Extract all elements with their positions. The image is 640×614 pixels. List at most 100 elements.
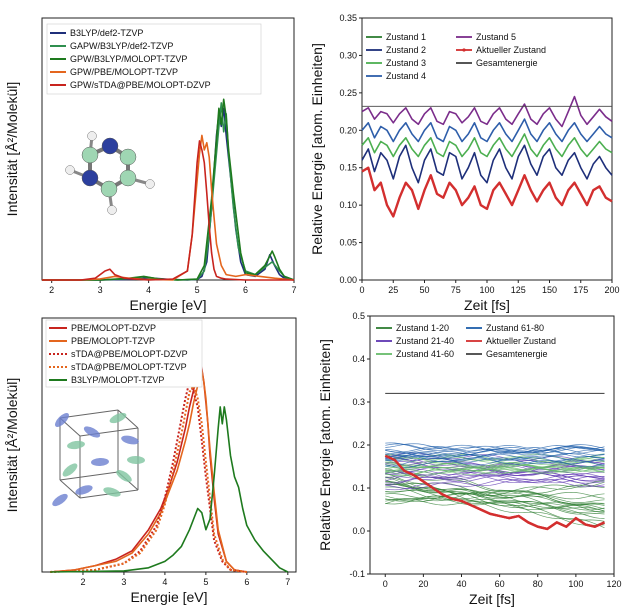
x-tick-label: 4 xyxy=(162,577,167,587)
state-trajectory-4 xyxy=(385,446,605,460)
series-line-4 xyxy=(42,134,295,281)
plot-frame xyxy=(41,317,297,573)
x-tick-label: 50 xyxy=(419,285,429,295)
x-tick-label: 6 xyxy=(243,285,248,295)
state-trajectory-3 xyxy=(385,461,605,472)
x-tick-label: 6 xyxy=(244,577,249,587)
y-tick-label: 0.5 xyxy=(352,311,365,321)
x-axis-label: Energie [eV] xyxy=(129,297,206,313)
cell-edge xyxy=(59,479,81,499)
state-trajectory-4 xyxy=(385,446,605,467)
y-tick-label: -0.1 xyxy=(349,569,365,579)
x-tick-label: 0 xyxy=(383,579,388,589)
x-tick-label: 5 xyxy=(195,285,200,295)
x-tick-label: 125 xyxy=(511,285,526,295)
x-tick-label: 0 xyxy=(359,285,364,295)
chart-panel-3: 2 3 4 5 6 7 Energie [eV] Intensität [Å²/Molekül… xyxy=(4,317,297,605)
series-line-6 xyxy=(361,166,613,218)
legend-label: PBE/MOLOPT-TZVP xyxy=(71,336,155,346)
y-tick-label: 0.05 xyxy=(339,238,357,248)
y-tick-label: 0.35 xyxy=(339,13,357,23)
x-tick-label: 4 xyxy=(146,285,151,295)
legend-label: Gesamtenergie xyxy=(476,58,538,68)
x-tick-label: 75 xyxy=(451,285,461,295)
molecule xyxy=(116,469,132,483)
molecule xyxy=(91,457,109,467)
molecule xyxy=(75,485,93,495)
legend-marker xyxy=(462,48,466,52)
atom xyxy=(119,148,137,166)
x-tick-label: 175 xyxy=(573,285,588,295)
molecule xyxy=(67,440,85,450)
state-trajectory-4 xyxy=(385,442,605,455)
y-tick-label: 0.10 xyxy=(339,200,357,210)
state-trajectory-1 xyxy=(385,497,605,512)
x-tick-label: 2 xyxy=(49,285,54,295)
x-tick-label: 40 xyxy=(456,579,466,589)
y-tick-label: 0.20 xyxy=(339,125,357,135)
state-trajectory-1 xyxy=(385,493,605,500)
legend: Zustand 1 Zustand 5 Zustand 2 Aktueller Zus… xyxy=(366,32,546,81)
hydrogen-atom xyxy=(65,165,75,175)
legend-label: PBE/MOLOPT-DZVP xyxy=(71,323,156,333)
atom xyxy=(100,180,118,198)
crystal-inset xyxy=(52,409,145,507)
highlight-line xyxy=(384,454,605,531)
chart-panel-1: 2 3 4 5 6 7 Energie [eV] Intensität [Å²/Molekül… xyxy=(4,17,297,313)
series-line-5 xyxy=(50,406,289,573)
chart-panel-4: 0 20 40 60 80 100 120 -0.1 0.0 0.1 0.2 0.3 0.4 0.5 Zei… xyxy=(317,311,622,607)
state-trajectory-2 xyxy=(385,464,605,482)
x-tick-label: 120 xyxy=(606,579,621,589)
molecule xyxy=(62,463,78,477)
x-tick-label: 60 xyxy=(495,579,505,589)
molecule xyxy=(55,413,69,427)
hydrogen-atom xyxy=(87,131,97,141)
molecule xyxy=(52,493,68,507)
legend-label: Aktueller Zustand xyxy=(486,336,556,346)
legend-label: Zustand 4 xyxy=(386,71,426,81)
molecule xyxy=(121,435,139,445)
legend-label: Zustand 2 xyxy=(386,45,426,55)
series-line-1 xyxy=(42,107,295,281)
state-trajectory-3 xyxy=(385,466,605,475)
x-tick-label: 5 xyxy=(203,577,208,587)
state-trajectory-4 xyxy=(385,456,605,466)
y-axis-label: Relative Energie [atom. Einheiten] xyxy=(309,43,325,255)
x-tick-label: 150 xyxy=(542,285,557,295)
legend: B3LYP/def2-TZVP GAPW/B3LYP/def2-TZVP GPW/B… xyxy=(46,23,262,95)
x-tick-label: 20 xyxy=(418,579,428,589)
state-trajectory-1 xyxy=(385,472,605,512)
molecule xyxy=(103,487,121,497)
legend-label: Zustand 3 xyxy=(386,58,426,68)
x-tick-label: 200 xyxy=(604,285,619,295)
legend-label: Zustand 5 xyxy=(476,32,516,42)
state-trajectory-3 xyxy=(385,466,605,473)
atom xyxy=(101,137,119,155)
x-tick-label: 7 xyxy=(291,285,296,295)
x-tick-label: 80 xyxy=(533,579,543,589)
state-trajectory-1 xyxy=(385,481,605,505)
legend-label: B3LYP/def2-TZVP xyxy=(70,28,143,38)
legend-label: B3LYP/MOLOPT-TZVP xyxy=(71,375,164,385)
y-tick-label: 0.00 xyxy=(339,275,357,285)
y-axis-label: Relative Energie [atom. Einheiten] xyxy=(317,339,333,551)
legend-label: Zustand 41-60 xyxy=(396,349,454,359)
state-trajectory-1 xyxy=(385,486,605,526)
x-tick-label: 2 xyxy=(80,577,85,587)
state-trajectory-2 xyxy=(385,452,605,463)
x-tick-label: 100 xyxy=(479,285,494,295)
y-tick-label: 0.30 xyxy=(339,50,357,60)
chart-panel-2: 0 25 50 75 100 125 150 175 200 0.00 0.05 0.10 0.15 0.… xyxy=(309,13,620,313)
state-trajectory-1 xyxy=(385,481,605,513)
legend: PBE/MOLOPT-DZVP PBE/MOLOPT-TZVP sTDA@PBE/M… xyxy=(45,319,203,388)
legend-label: sTDA@PBE/MOLOPT-TZVP xyxy=(71,362,187,372)
x-tick-label: 100 xyxy=(568,579,583,589)
state-trajectory-1 xyxy=(385,484,605,505)
x-tick-label: 25 xyxy=(388,285,398,295)
molecule xyxy=(127,455,145,465)
y-axis-label: Intensität [Å²/Molekül] xyxy=(4,82,20,217)
y-axis-label: Intensität [Å²/Molekül] xyxy=(4,378,20,513)
legend-label: Zustand 1-20 xyxy=(396,323,449,333)
molecule-inset xyxy=(65,131,155,215)
